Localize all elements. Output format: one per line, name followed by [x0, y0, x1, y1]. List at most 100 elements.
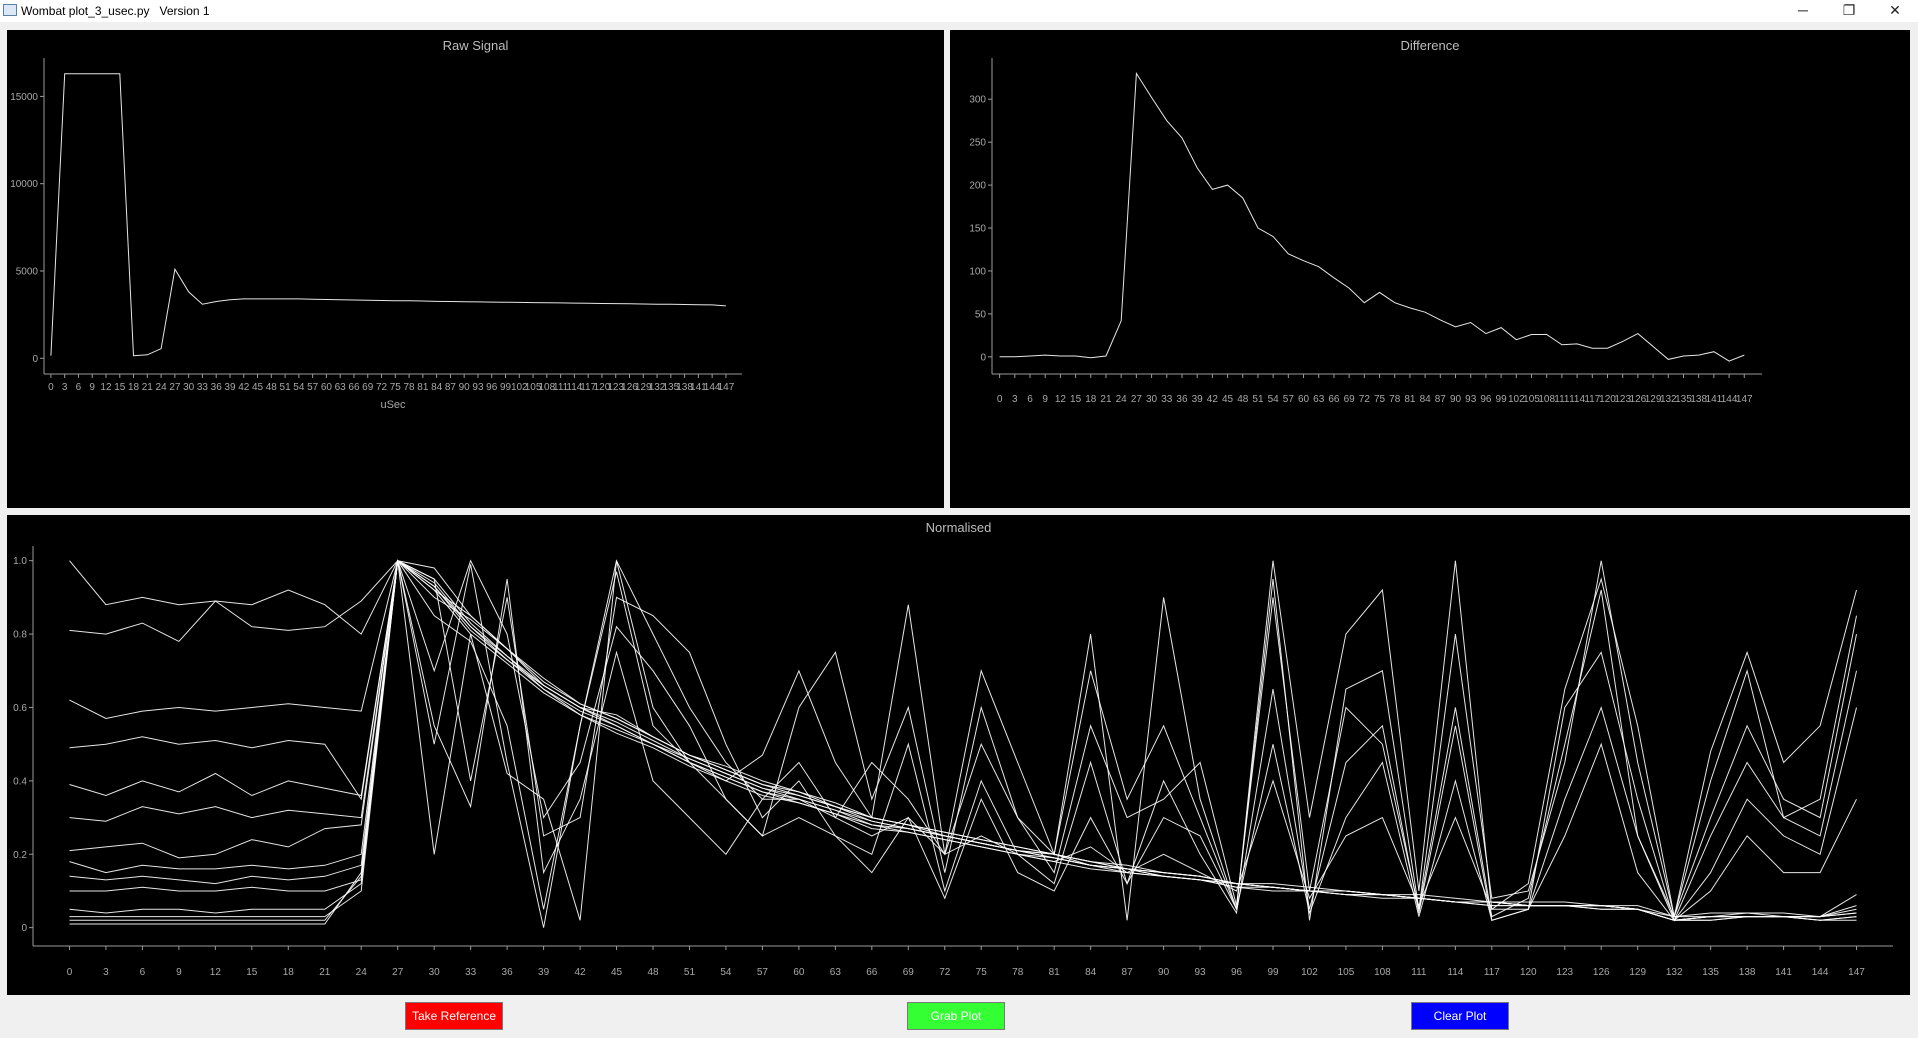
x-tick-label: 60: [793, 967, 805, 978]
x-tick-label: 90: [1158, 967, 1170, 978]
x-tick-label: 36: [502, 967, 514, 978]
y-tick-label: 0.4: [13, 776, 27, 787]
x-tick-label: 147: [1736, 394, 1753, 405]
x-tick-label: 147: [1848, 967, 1865, 978]
normalised-panel: Normalised 0 0.2 0.4 0.6 0.8 1.0 0 3 6 9 12 15 18 21 24…: [7, 515, 1910, 995]
x-tick-label: 39: [538, 967, 550, 978]
x-tick-label: 24: [356, 967, 368, 978]
y-tick-label: 300: [969, 95, 986, 106]
x-tick-label: 30: [429, 967, 441, 978]
minimize-button[interactable]: ─: [1798, 2, 1808, 18]
x-tick-label: 78: [1012, 967, 1024, 978]
x-tick-label: 45: [252, 382, 264, 393]
x-tick-label: 147: [718, 382, 735, 393]
x-tick-label: 114: [566, 382, 582, 393]
x-tick-label: 60: [1298, 394, 1310, 405]
x-tick-label: 87: [1122, 967, 1134, 978]
series-line: [69, 560, 1857, 918]
y-tick-label: 0.6: [13, 703, 27, 714]
x-tick-label: 90: [1450, 394, 1462, 405]
x-tick-label: 66: [348, 382, 360, 393]
x-tick-label: 30: [1146, 394, 1158, 405]
x-tick-label: 81: [417, 382, 429, 393]
x-tick-label: 15: [1070, 394, 1082, 405]
x-tick-label: 30: [183, 382, 195, 393]
x-tick-label: 93: [1465, 394, 1477, 405]
x-axis-label: uSec: [380, 399, 406, 411]
x-tick-label: 33: [465, 967, 477, 978]
x-tick-label: 105: [1523, 394, 1540, 405]
x-tick-label: 45: [1222, 394, 1234, 405]
app-icon: [3, 4, 17, 16]
x-tick-label: 111: [1554, 394, 1570, 405]
x-tick-label: 102: [1508, 394, 1525, 405]
x-tick-label: 51: [1252, 394, 1264, 405]
x-tick-label: 117: [580, 382, 596, 393]
x-tick-label: 66: [866, 967, 878, 978]
x-tick-label: 48: [647, 967, 659, 978]
x-tick-label: 108: [1374, 967, 1391, 978]
x-tick-label: 108: [1538, 394, 1555, 405]
x-tick-label: 102: [1301, 967, 1318, 978]
x-tick-label: 93: [472, 382, 484, 393]
x-tick-label: 18: [128, 382, 140, 393]
y-tick-label: 200: [969, 181, 986, 192]
y-tick-label: 100: [969, 266, 986, 277]
x-tick-label: 123: [1556, 967, 1573, 978]
x-tick-label: 138: [1690, 394, 1707, 405]
x-tick-label: 72: [1359, 394, 1371, 405]
x-tick-label: 93: [1194, 967, 1206, 978]
x-tick-label: 21: [319, 967, 331, 978]
x-tick-label: 39: [1192, 394, 1204, 405]
take-reference-button[interactable]: Take Reference: [405, 1002, 503, 1030]
x-tick-label: 138: [1739, 967, 1756, 978]
x-tick-label: 129: [1629, 967, 1646, 978]
raw-signal-panel: Raw Signal 0 5000 10000 15000 0 3 6 9 12 15 18 21 24 2…: [7, 30, 944, 508]
x-tick-label: 90: [459, 382, 471, 393]
x-tick-label: 3: [1012, 394, 1018, 405]
clear-plot-button[interactable]: Clear Plot: [1411, 1002, 1509, 1030]
x-tick-label: 129: [635, 382, 652, 393]
x-tick-label: 117: [1484, 967, 1500, 978]
x-tick-label: 36: [211, 382, 223, 393]
series-line: [69, 560, 1857, 921]
grab-plot-button[interactable]: Grab Plot: [907, 1002, 1005, 1030]
x-tick-label: 135: [662, 382, 679, 393]
x-tick-label: 57: [307, 382, 319, 393]
y-tick-label: 50: [975, 309, 987, 320]
series-line: [69, 559, 1857, 922]
x-tick-label: 123: [1614, 394, 1631, 405]
chart-title: Normalised: [926, 520, 992, 535]
x-tick-label: 54: [1268, 394, 1280, 405]
x-tick-label: 12: [210, 967, 222, 978]
x-tick-label: 9: [176, 967, 182, 978]
y-tick-label: 0: [980, 352, 986, 363]
restore-button[interactable]: ❐: [1842, 2, 1856, 18]
x-tick-label: 75: [1374, 394, 1386, 405]
x-tick-label: 51: [684, 967, 696, 978]
x-tick-label: 96: [486, 382, 498, 393]
x-tick-label: 6: [140, 967, 146, 978]
x-tick-label: 78: [1389, 394, 1401, 405]
x-tick-label: 0: [997, 394, 1003, 405]
close-button[interactable]: ✕: [1889, 2, 1901, 18]
x-tick-label: 63: [335, 382, 347, 393]
x-tick-label: 69: [903, 967, 915, 978]
y-tick-label: 0: [21, 923, 27, 934]
x-tick-label: 57: [757, 967, 769, 978]
x-tick-label: 72: [376, 382, 388, 393]
x-tick-label: 114: [1569, 394, 1585, 405]
x-tick-label: 84: [431, 382, 443, 393]
x-tick-label: 141: [1775, 967, 1792, 978]
x-tick-label: 141: [690, 382, 707, 393]
x-tick-label: 84: [1420, 394, 1432, 405]
x-tick-label: 39: [224, 382, 236, 393]
difference-panel: Difference 0 50 100 150 200 250 300 0 3 6 9 12 15 18 21…: [950, 30, 1910, 508]
x-tick-label: 0: [67, 967, 73, 978]
x-tick-label: 132: [1666, 967, 1683, 978]
x-tick-label: 69: [362, 382, 374, 393]
x-tick-label: 144: [1812, 967, 1829, 978]
x-tick-label: 75: [976, 967, 988, 978]
